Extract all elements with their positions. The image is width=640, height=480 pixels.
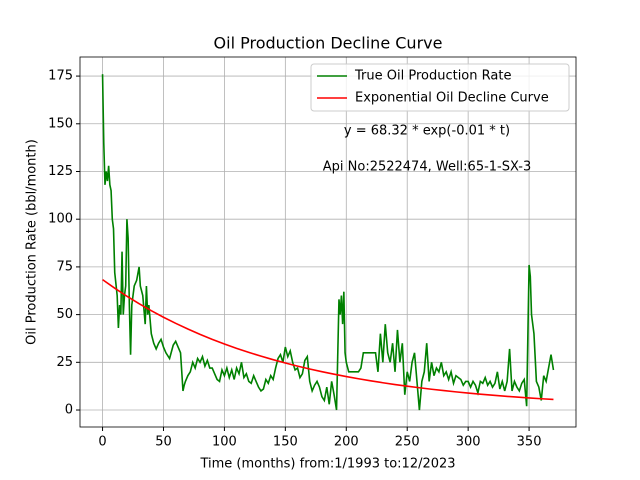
annotation: y = 68.32 * exp(-0.01 * t) <box>344 124 510 139</box>
x-tick-label: 350 <box>517 435 542 450</box>
y-tick-label: 25 <box>56 355 73 370</box>
legend-label: Exponential Oil Decline Curve <box>355 91 549 106</box>
y-tick-label: 50 <box>56 307 73 322</box>
y-tick-label: 125 <box>48 164 73 179</box>
y-tick-label: 175 <box>48 69 73 84</box>
y-tick-label: 75 <box>56 259 73 274</box>
annotation: Api No:2522474, Well:65-1-SX-3 <box>323 160 531 175</box>
y-tick-label: 100 <box>48 212 73 227</box>
x-tick-label: 150 <box>273 435 298 450</box>
x-tick-label: 250 <box>395 435 420 450</box>
x-axis-label: Time (months) from:1/1993 to:12/2023 <box>199 457 455 472</box>
legend-label: True Oil Production Rate <box>354 69 511 84</box>
x-tick-label: 50 <box>155 435 172 450</box>
x-tick-label: 200 <box>334 435 359 450</box>
legend-box <box>310 63 570 112</box>
data-line <box>102 278 554 401</box>
x-tick-label: 0 <box>98 435 106 450</box>
x-tick-label: 300 <box>456 435 481 450</box>
x-tick-label: 100 <box>212 435 237 450</box>
chart-title: Oil Production Decline Curve <box>214 34 443 53</box>
axes-frame <box>79 56 577 428</box>
y-tick-label: 0 <box>65 403 73 418</box>
y-axis-label: Oil Production Rate (bbl/month) <box>25 139 40 345</box>
y-tick-label: 150 <box>48 116 73 131</box>
data-line <box>101 74 555 411</box>
